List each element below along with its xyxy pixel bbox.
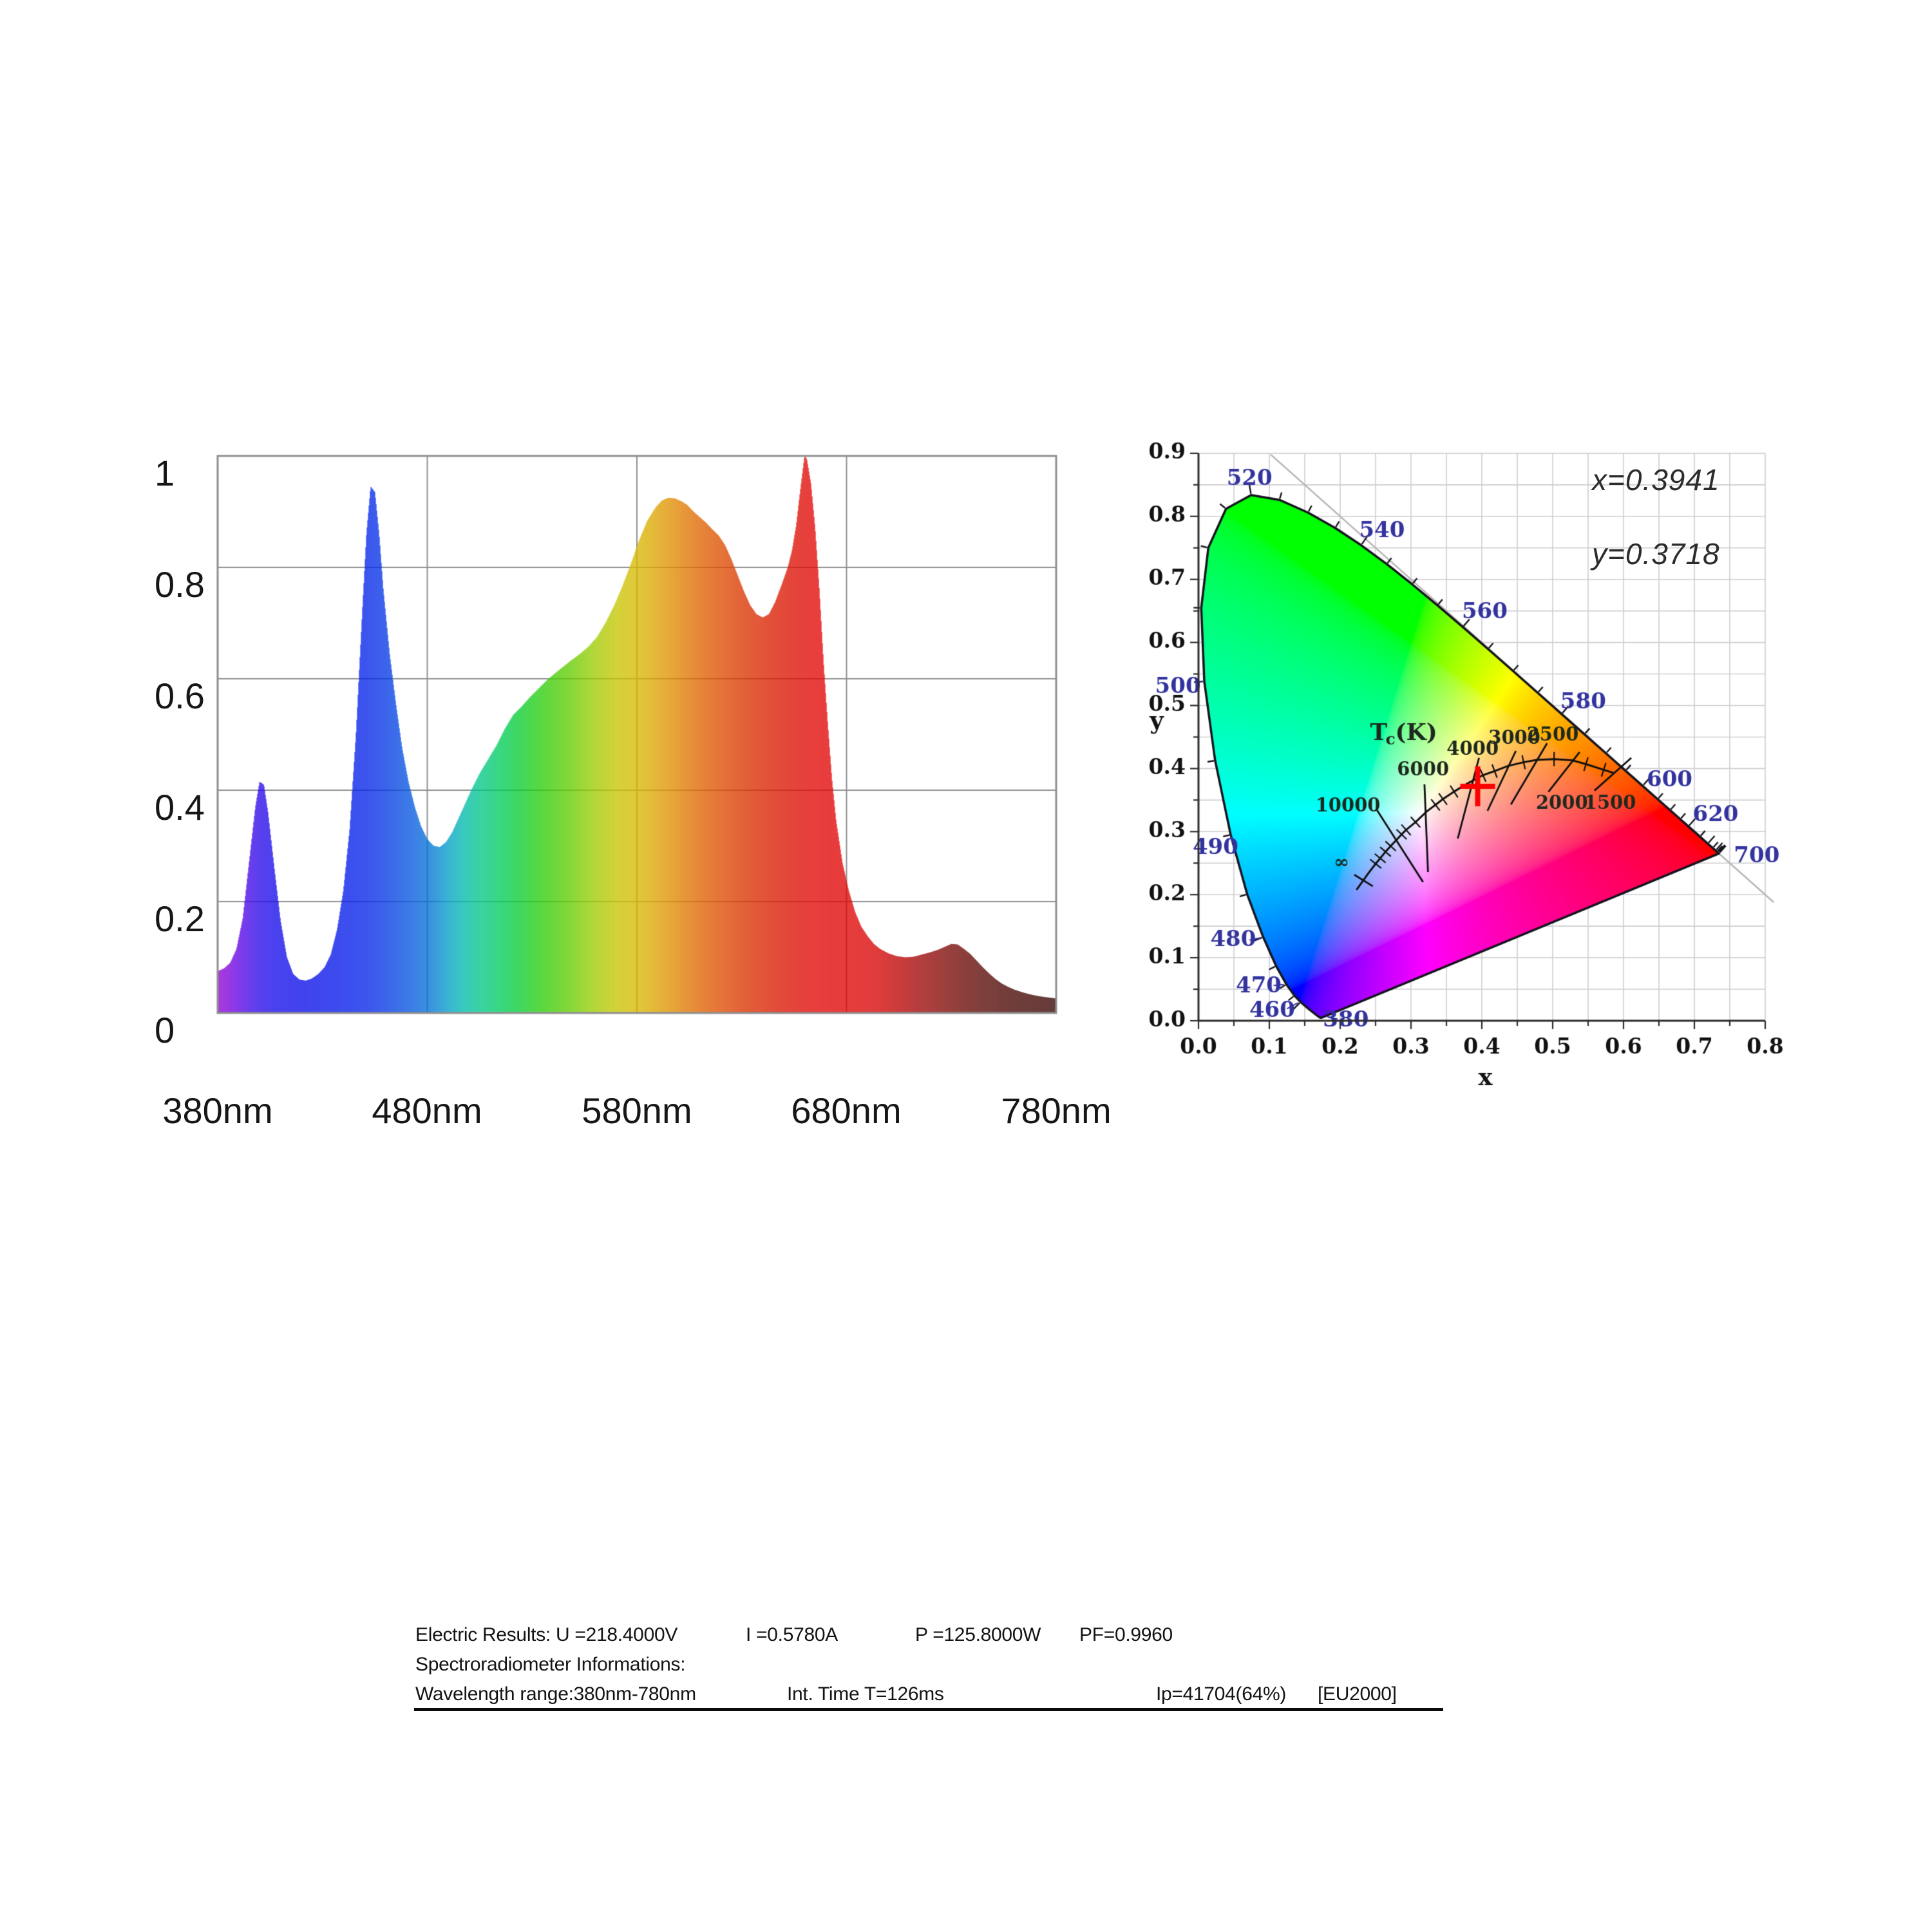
spectral-ytick-1: 1 xyxy=(155,453,175,493)
spectral-xtick-380nm: 380nm xyxy=(162,1090,273,1131)
spectral-xtick-580nm: 580nm xyxy=(582,1090,692,1131)
electric-results-power: P =125.8000W xyxy=(915,1624,1041,1645)
footer-rule xyxy=(414,1708,1443,1711)
cie-diagram-canvas xyxy=(1121,438,1893,1166)
electric-results-current: I =0.5780A xyxy=(746,1624,838,1645)
electric-results-voltage: Electric Results: U =218.4000V xyxy=(415,1624,678,1645)
integration-time: Int. Time T=126ms xyxy=(787,1683,944,1705)
spectral-xtick-480nm: 480nm xyxy=(372,1090,482,1131)
spectral-xtick-780nm: 780nm xyxy=(1001,1090,1112,1131)
spectroradiometer-heading: Spectroradiometer Informations: xyxy=(415,1654,686,1675)
spectral-ytick-0_6: 0.6 xyxy=(155,676,205,716)
wavelength-range: Wavelength range:380nm-780nm xyxy=(415,1683,696,1705)
spectral-xtick-680nm: 680nm xyxy=(791,1090,902,1131)
electric-results-pf: PF=0.9960 xyxy=(1079,1624,1173,1645)
spectral-chart-canvas xyxy=(216,455,1057,1015)
eu2000-tag: [EU2000] xyxy=(1318,1683,1397,1705)
spectral-ytick-0_4: 0.4 xyxy=(155,787,205,828)
spectral-ytick-0: 0 xyxy=(155,1010,175,1050)
cie-annotation-x: x=0.3941 xyxy=(1592,463,1720,497)
spectral-chart xyxy=(216,455,1057,1015)
spectral-ytick-0_8: 0.8 xyxy=(155,564,205,605)
cie-annotation-y: y=0.3718 xyxy=(1592,537,1720,571)
ip-value: Ip=41704(64%) xyxy=(1156,1683,1287,1705)
spectral-ytick-0_2: 0.2 xyxy=(155,898,205,939)
cie-diagram xyxy=(1121,438,1893,1166)
